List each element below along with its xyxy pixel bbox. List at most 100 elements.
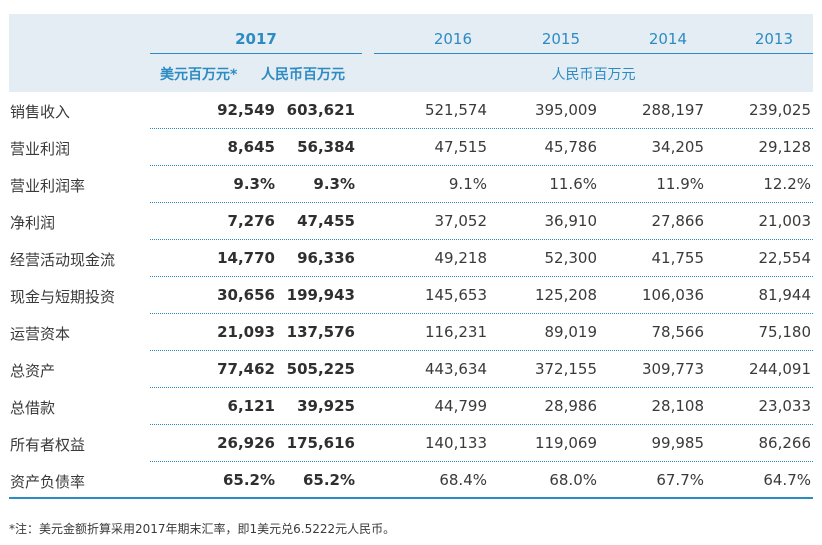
year-2017-heading: 2017 xyxy=(235,30,277,48)
cell-rmb-2013: 29,128 xyxy=(758,138,812,156)
table-row: 经营活动现金流 14,770 96,336 49,218 52,300 41,755 22,… xyxy=(9,240,813,277)
cell-usd-2017: 7,276 xyxy=(227,212,275,230)
cell-rmb-2017: 96,336 xyxy=(297,249,355,267)
row-divider xyxy=(150,461,813,462)
cell-rmb-2017: 603,621 xyxy=(286,101,355,119)
cell-rmb-2013: 22,554 xyxy=(758,249,812,267)
table-row: 运营资本 21,093 137,576 116,231 89,019 78,566 75,1… xyxy=(9,314,813,351)
cell-rmb-2016: 47,515 xyxy=(434,138,488,156)
row-divider xyxy=(150,424,813,425)
cell-rmb-2017: 56,384 xyxy=(297,138,355,156)
year-2014-heading: 2014 xyxy=(648,30,687,48)
table-row: 销售收入 92,549 603,621 521,574 395,009 288,197 23… xyxy=(9,92,813,129)
row-divider xyxy=(150,350,813,351)
cell-rmb-2014: 288,197 xyxy=(641,101,704,119)
cell-rmb-2013: 21,003 xyxy=(758,212,812,230)
table-row: 现金与短期投资 30,656 199,943 145,653 125,208 106,03… xyxy=(9,277,813,314)
row-label: 运营资本 xyxy=(10,325,71,343)
cell-rmb-2017: 9.3% xyxy=(313,175,355,193)
row-label: 营业利润 xyxy=(10,140,71,158)
cell-rmb-2014: 78,566 xyxy=(651,323,705,341)
cell-rmb-2015: 119,069 xyxy=(534,434,597,452)
row-divider xyxy=(150,128,813,129)
cell-rmb-2015: 28,986 xyxy=(544,397,598,415)
cell-rmb-2014: 11.9% xyxy=(656,175,704,193)
cell-rmb-2016: 145,653 xyxy=(424,286,487,304)
cell-rmb-2013: 64.7% xyxy=(763,471,811,489)
cell-rmb-2015: 52,300 xyxy=(544,249,598,267)
cell-rmb-2017: 199,943 xyxy=(286,286,355,304)
cell-usd-2017: 65.2% xyxy=(222,471,275,489)
year-2015-heading: 2015 xyxy=(541,30,580,48)
row-label: 现金与短期投资 xyxy=(10,288,116,306)
row-divider xyxy=(150,276,813,277)
table-row: 总资产 77,462 505,225 443,634 372,155 309,773 244… xyxy=(9,351,813,388)
row-label: 净利润 xyxy=(10,214,56,232)
cell-usd-2017: 8,645 xyxy=(227,138,275,156)
cell-usd-2017: 6,121 xyxy=(227,397,275,415)
table-row: 总借款 6,121 39,925 44,799 28,986 28,108 23,033 xyxy=(9,388,813,425)
cell-rmb-2014: 99,985 xyxy=(651,434,705,452)
row-label: 销售收入 xyxy=(10,103,71,121)
cell-rmb-2016: 44,799 xyxy=(434,397,488,415)
cell-rmb-2017: 39,925 xyxy=(297,397,355,415)
table-row: 所有者权益 26,926 175,616 140,133 119,069 99,985 86… xyxy=(9,425,813,462)
cell-rmb-2013: 12.2% xyxy=(763,175,811,193)
row-divider xyxy=(150,165,813,166)
cell-rmb-2014: 309,773 xyxy=(641,360,704,378)
cell-rmb-2014: 67.7% xyxy=(656,471,704,489)
cell-rmb-2014: 41,755 xyxy=(651,249,705,267)
row-divider xyxy=(150,313,813,314)
cell-usd-2017: 30,656 xyxy=(217,286,275,304)
cell-rmb-2013: 81,944 xyxy=(758,286,812,304)
row-label: 营业利润率 xyxy=(10,177,86,195)
cell-rmb-2016: 37,052 xyxy=(434,212,488,230)
footnote: *注：美元金额折算采用2017年期末汇率，即1美元兑6.5222元人民币。 xyxy=(9,522,396,536)
unit-rmb-label: 人民币百万元 xyxy=(261,67,345,83)
cell-rmb-2016: 521,574 xyxy=(424,101,487,119)
table-row: 营业利润率 9.3% 9.3% 9.1% 11.6% 11.9% 12.2% xyxy=(9,166,813,203)
cell-rmb-2014: 27,866 xyxy=(651,212,705,230)
row-label: 所有者权益 xyxy=(10,436,86,454)
cell-rmb-2016: 68.4% xyxy=(439,471,487,489)
table-row: 资产负债率 65.2% 65.2% 68.4% 68.0% 67.7% 64.7% xyxy=(9,462,813,499)
cell-rmb-2016: 116,231 xyxy=(424,323,487,341)
table-row: 净利润 7,276 47,455 37,052 36,910 27,866 21,003 xyxy=(9,203,813,240)
cell-rmb-2013: 239,025 xyxy=(748,101,811,119)
cell-usd-2017: 9.3% xyxy=(233,175,275,193)
row-label: 总借款 xyxy=(10,399,56,417)
cell-rmb-2015: 45,786 xyxy=(544,138,598,156)
cell-rmb-2014: 28,108 xyxy=(651,397,705,415)
cell-rmb-2015: 36,910 xyxy=(544,212,598,230)
row-label: 经营活动现金流 xyxy=(10,251,116,269)
table-row: 营业利润 8,645 56,384 47,515 45,786 34,205 29,128 xyxy=(9,129,813,166)
cell-rmb-2013: 23,033 xyxy=(758,397,812,415)
row-divider xyxy=(150,202,813,203)
year-2013-heading: 2013 xyxy=(754,30,793,48)
cell-rmb-2015: 395,009 xyxy=(534,101,597,119)
cell-rmb-2016: 443,634 xyxy=(424,360,487,378)
cell-usd-2017: 77,462 xyxy=(217,360,275,378)
cell-usd-2017: 21,093 xyxy=(217,323,275,341)
header-rule-2017 xyxy=(150,53,362,54)
cell-rmb-2015: 89,019 xyxy=(544,323,598,341)
row-divider xyxy=(150,387,813,388)
cell-rmb-2017: 505,225 xyxy=(286,360,355,378)
cell-rmb-2015: 68.0% xyxy=(549,471,597,489)
cell-rmb-2017: 65.2% xyxy=(302,471,355,489)
cell-rmb-2013: 244,091 xyxy=(748,360,811,378)
cell-rmb-2016: 140,133 xyxy=(424,434,487,452)
row-label: 资产负债率 xyxy=(10,473,86,491)
cell-rmb-2015: 11.6% xyxy=(549,175,597,193)
cell-usd-2017: 26,926 xyxy=(217,434,275,452)
header-rule-history xyxy=(374,53,813,54)
cell-rmb-2015: 125,208 xyxy=(534,286,597,304)
unit-rmb-span-label: 人民币百万元 xyxy=(551,67,636,83)
year-2016-heading: 2016 xyxy=(433,30,472,48)
row-divider xyxy=(9,497,813,499)
row-divider xyxy=(150,239,813,240)
cell-rmb-2017: 137,576 xyxy=(286,323,355,341)
cell-rmb-2016: 49,218 xyxy=(434,249,488,267)
cell-rmb-2014: 34,205 xyxy=(651,138,705,156)
row-label: 总资产 xyxy=(10,362,56,380)
